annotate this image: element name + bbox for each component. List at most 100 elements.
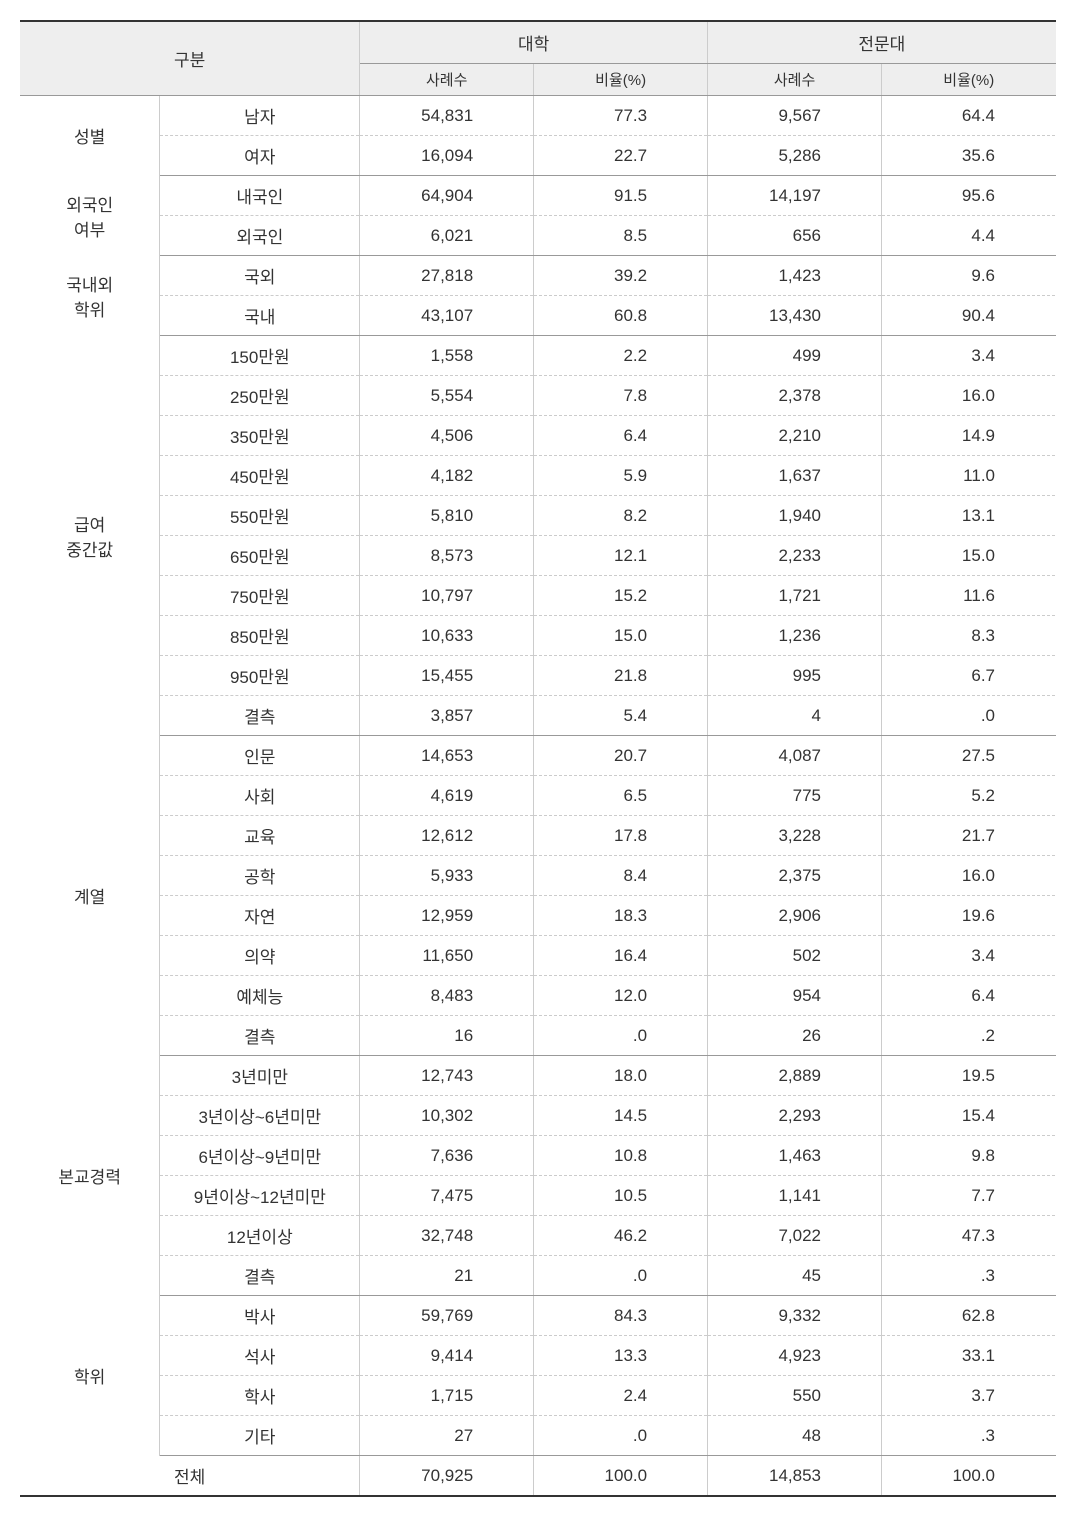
count-college: 4,923 <box>708 1336 882 1376</box>
subcategory-label: 950만원 <box>160 656 360 696</box>
subcategory-label: 여자 <box>160 136 360 176</box>
table-row: 여자16,09422.75,28635.6 <box>20 136 1056 176</box>
percent-college: 62.8 <box>882 1296 1056 1336</box>
count-university: 16 <box>360 1016 534 1056</box>
header-group-college: 전문대 <box>708 21 1056 64</box>
percent-university: 10.5 <box>534 1176 708 1216</box>
percent-university: 6.5 <box>534 776 708 816</box>
subcategory-label: 결측 <box>160 1256 360 1296</box>
table-row: 결측16.026.2 <box>20 1016 1056 1056</box>
subcategory-label: 사회 <box>160 776 360 816</box>
count-college: 1,940 <box>708 496 882 536</box>
percent-college: .3 <box>882 1416 1056 1456</box>
percent-university: 18.3 <box>534 896 708 936</box>
subcategory-label: 550만원 <box>160 496 360 536</box>
percent-university: 7.8 <box>534 376 708 416</box>
count-college: 2,210 <box>708 416 882 456</box>
count-college: 48 <box>708 1416 882 1456</box>
percent-university: 15.2 <box>534 576 708 616</box>
count-university: 14,653 <box>360 736 534 776</box>
percent-college: 6.4 <box>882 976 1056 1016</box>
table-row: 국내43,10760.813,43090.4 <box>20 296 1056 336</box>
subcategory-label: 남자 <box>160 96 360 136</box>
table-row: 350만원4,5066.42,21014.9 <box>20 416 1056 456</box>
count-university: 1,558 <box>360 336 534 376</box>
count-university: 15,455 <box>360 656 534 696</box>
percent-university: 12.1 <box>534 536 708 576</box>
table-row: 공학5,9338.42,37516.0 <box>20 856 1056 896</box>
percent-college: 3.4 <box>882 936 1056 976</box>
subcategory-label: 공학 <box>160 856 360 896</box>
count-university: 5,554 <box>360 376 534 416</box>
percent-college: 9.6 <box>882 256 1056 296</box>
percent-university: 12.0 <box>534 976 708 1016</box>
percent-college: 95.6 <box>882 176 1056 216</box>
subcategory-label: 결측 <box>160 696 360 736</box>
table-body: 성별남자54,83177.39,56764.4여자16,09422.75,286… <box>20 96 1056 1497</box>
category-label: 성별 <box>20 96 160 176</box>
count-college: 1,637 <box>708 456 882 496</box>
count-college: 2,906 <box>708 896 882 936</box>
subcategory-label: 국내 <box>160 296 360 336</box>
count-university: 10,633 <box>360 616 534 656</box>
percent-university: 5.4 <box>534 696 708 736</box>
table-header: 구분 대학 전문대 사례수 비율(%) 사례수 비율(%) <box>20 21 1056 96</box>
count-college: 3,228 <box>708 816 882 856</box>
subcategory-label: 자연 <box>160 896 360 936</box>
table-row: 3년이상~6년미만10,30214.52,29315.4 <box>20 1096 1056 1136</box>
count-college: 954 <box>708 976 882 1016</box>
count-college: 995 <box>708 656 882 696</box>
total-row: 전체70,925100.014,853100.0 <box>20 1456 1056 1497</box>
percent-university: 2.2 <box>534 336 708 376</box>
subcategory-label: 결측 <box>160 1016 360 1056</box>
header-count-college: 사례수 <box>708 64 882 96</box>
count-college: 1,463 <box>708 1136 882 1176</box>
percent-university: .0 <box>534 1256 708 1296</box>
count-university: 12,612 <box>360 816 534 856</box>
percent-college: 15.4 <box>882 1096 1056 1136</box>
table-row: 본교경력3년미만12,74318.02,88919.5 <box>20 1056 1056 1096</box>
total-label: 전체 <box>20 1456 360 1497</box>
percent-college: 16.0 <box>882 376 1056 416</box>
count-university: 10,797 <box>360 576 534 616</box>
subcategory-label: 12년이상 <box>160 1216 360 1256</box>
percent-university: 46.2 <box>534 1216 708 1256</box>
percent-college: 35.6 <box>882 136 1056 176</box>
total-value: 70,925 <box>360 1456 534 1497</box>
count-university: 7,636 <box>360 1136 534 1176</box>
count-college: 26 <box>708 1016 882 1056</box>
count-college: 656 <box>708 216 882 256</box>
table-row: 학위박사59,76984.39,33262.8 <box>20 1296 1056 1336</box>
percent-university: .0 <box>534 1016 708 1056</box>
header-pct-univ: 비율(%) <box>534 64 708 96</box>
count-university: 8,573 <box>360 536 534 576</box>
percent-university: 91.5 <box>534 176 708 216</box>
header-pct-college: 비율(%) <box>882 64 1056 96</box>
count-college: 2,233 <box>708 536 882 576</box>
percent-university: 14.5 <box>534 1096 708 1136</box>
subcategory-label: 6년이상~9년미만 <box>160 1136 360 1176</box>
percent-university: 8.5 <box>534 216 708 256</box>
count-university: 4,506 <box>360 416 534 456</box>
percent-university: 20.7 <box>534 736 708 776</box>
subcategory-label: 의약 <box>160 936 360 976</box>
count-college: 9,332 <box>708 1296 882 1336</box>
percent-university: .0 <box>534 1416 708 1456</box>
percent-university: 6.4 <box>534 416 708 456</box>
count-college: 2,375 <box>708 856 882 896</box>
table-row: 교육12,61217.83,22821.7 <box>20 816 1056 856</box>
percent-college: 9.8 <box>882 1136 1056 1176</box>
count-university: 4,182 <box>360 456 534 496</box>
percent-college: .0 <box>882 696 1056 736</box>
count-college: 9,567 <box>708 96 882 136</box>
subcategory-label: 250만원 <box>160 376 360 416</box>
subcategory-label: 학사 <box>160 1376 360 1416</box>
table-row: 9년이상~12년미만7,47510.51,1417.7 <box>20 1176 1056 1216</box>
percent-university: 16.4 <box>534 936 708 976</box>
category-label: 외국인여부 <box>20 176 160 256</box>
table-row: 450만원4,1825.91,63711.0 <box>20 456 1056 496</box>
count-college: 499 <box>708 336 882 376</box>
count-university: 54,831 <box>360 96 534 136</box>
percent-college: 47.3 <box>882 1216 1056 1256</box>
count-college: 1,721 <box>708 576 882 616</box>
